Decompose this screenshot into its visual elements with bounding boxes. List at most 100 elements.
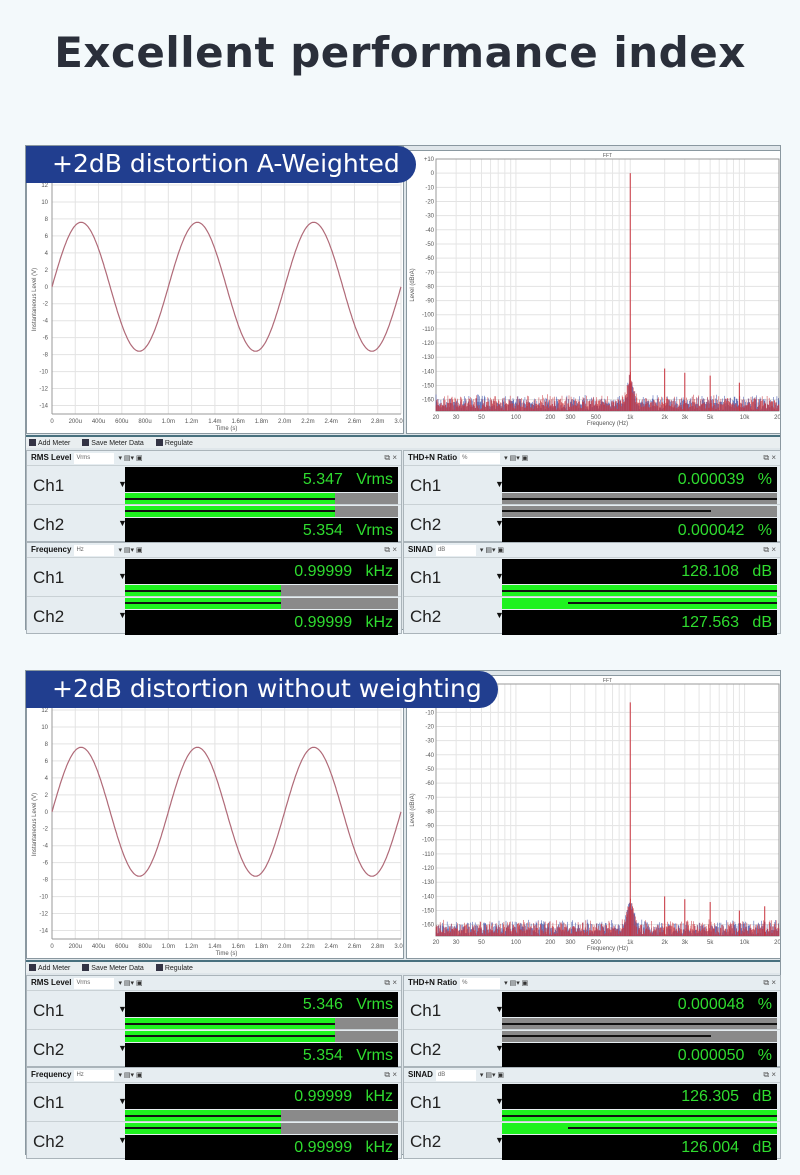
x-tick-label: 2.4m xyxy=(325,944,338,950)
channel-dropdown-icon[interactable]: ▼ xyxy=(118,610,127,620)
channel-dropdown-icon[interactable]: ▼ xyxy=(118,518,127,528)
unit-select[interactable]: % xyxy=(460,978,501,989)
channel-dropdown-icon[interactable]: ▼ xyxy=(495,1004,504,1014)
meter-toolbar: Add Meter Save Meter Data Regulate xyxy=(26,960,780,973)
meter-unit: % xyxy=(757,996,772,1013)
button-label: Save Meter Data xyxy=(91,440,144,447)
channel-dropdown-icon[interactable]: ▼ xyxy=(118,1096,127,1106)
meter-options-icon[interactable]: ▾ ▤▾ ▣ xyxy=(504,455,529,462)
y-tick-label: -4 xyxy=(43,844,49,850)
y-tick-label: 8 xyxy=(45,217,49,223)
measurement-panel: +2dB distortion without weighting 12 10 8 6 4… xyxy=(25,670,781,1160)
y-tick-label: -70 xyxy=(425,270,434,276)
channel-label: Ch1 xyxy=(410,1093,442,1112)
meter-options-icon[interactable]: ▾ ▤▾ ▣ xyxy=(479,547,505,554)
meter-options-icon[interactable]: ▾ ▤▾ ▣ xyxy=(118,1072,143,1079)
unit-select[interactable]: dB xyxy=(435,545,476,556)
detach-close-icon[interactable]: ⧉ × xyxy=(384,978,397,987)
channel-dropdown-icon[interactable]: ▼ xyxy=(118,479,127,489)
y-tick-label: 10 xyxy=(41,725,48,731)
channel-dropdown-icon[interactable]: ▼ xyxy=(495,1135,504,1145)
y-tick-label: 0 xyxy=(45,810,49,816)
detach-close-icon[interactable]: ⧉ × xyxy=(384,453,397,462)
channel-dropdown-icon[interactable]: ▼ xyxy=(118,1135,127,1145)
unit-select[interactable]: Vrms xyxy=(74,978,115,989)
channel-label: Ch1 xyxy=(410,568,442,587)
peak-hold-line xyxy=(502,590,777,592)
channel-row: Ch2 ▼ 127.563 dB xyxy=(404,596,780,635)
measurement-panel: +2dB distortion A-Weighted 12 10 8 6 4 2 0 -2 -4-… xyxy=(25,145,781,635)
waveform-line xyxy=(51,221,402,352)
y-tick-label: -140 xyxy=(422,369,435,375)
add-meter-button[interactable]: Add Meter xyxy=(29,964,76,972)
detach-close-icon[interactable]: ⧉ × xyxy=(384,545,397,554)
channel-dropdown-icon[interactable]: ▼ xyxy=(118,1004,127,1014)
add-meter-icon xyxy=(29,439,36,446)
meter-readout: 126.004 dB xyxy=(502,1135,777,1160)
unit-select[interactable]: Vrms xyxy=(74,453,115,464)
channel-dropdown-icon[interactable]: ▼ xyxy=(495,610,504,620)
unit-select[interactable]: Hz xyxy=(74,1070,115,1081)
meter-options-icon[interactable]: ▾ ▤▾ ▣ xyxy=(118,455,143,462)
level-bar xyxy=(125,1123,398,1134)
y-tick-label: -120 xyxy=(422,866,435,872)
peak-hold-line xyxy=(502,510,711,512)
meter-title: THD+N Ratio xyxy=(408,978,458,987)
save-meter-data-icon xyxy=(82,439,90,446)
regulate-button[interactable]: Regulate xyxy=(155,439,199,447)
meter-options-icon[interactable]: ▾ ▤▾ ▣ xyxy=(118,547,143,554)
channel-label: Ch1 xyxy=(410,476,442,495)
meter-unit: % xyxy=(757,471,772,488)
meter-options-icon[interactable]: ▾ ▤▾ ▣ xyxy=(118,980,143,987)
channel-dropdown-icon[interactable]: ▼ xyxy=(495,1043,504,1053)
add-meter-button[interactable]: Add Meter xyxy=(29,439,76,447)
meter-unit: % xyxy=(757,522,772,539)
regulate-button[interactable]: Regulate xyxy=(155,964,199,972)
detach-close-icon[interactable]: ⧉ × xyxy=(763,978,776,987)
save-meter-data-icon xyxy=(82,964,90,971)
unit-select[interactable]: % xyxy=(460,453,501,464)
channel-dropdown-icon[interactable]: ▼ xyxy=(118,1043,127,1053)
x-tick-label: 1.2m xyxy=(185,419,198,425)
channel-dropdown-icon[interactable]: ▼ xyxy=(118,571,127,581)
level-bar xyxy=(502,1018,777,1029)
meter-options-icon[interactable]: ▾ ▤▾ ▣ xyxy=(479,1072,505,1079)
save-meter-data-button[interactable]: Save Meter Data xyxy=(82,964,150,972)
meter-options-icon[interactable]: ▾ ▤▾ ▣ xyxy=(504,980,529,987)
unit-select[interactable]: Hz xyxy=(74,545,115,556)
detach-close-icon[interactable]: ⧉ × xyxy=(763,545,776,554)
channel-label: Ch2 xyxy=(33,515,65,534)
x-tick-label: 0 xyxy=(50,419,54,425)
channel-dropdown-icon[interactable]: ▼ xyxy=(495,1096,504,1106)
save-meter-data-button[interactable]: Save Meter Data xyxy=(82,439,150,447)
x-tick-label: 300 xyxy=(565,940,576,946)
meter-unit: dB xyxy=(752,1139,772,1156)
y-tick-label: -50 xyxy=(425,767,434,773)
button-label: Regulate xyxy=(164,440,193,447)
y-axis-label: Level (dBrA) xyxy=(410,793,416,826)
channel-dropdown-icon[interactable]: ▼ xyxy=(495,571,504,581)
meter-frequency: Frequency Hz ▾ ▤▾ ▣ ⧉ × Ch1 ▼ 0.99999 kHz Ch2 ▼ 0… xyxy=(26,1067,402,1160)
channel-row: Ch2 ▼ 0.000042 % xyxy=(404,504,780,543)
channel-dropdown-icon[interactable]: ▼ xyxy=(495,518,504,528)
x-tick-label: 20 xyxy=(433,415,440,421)
y-axis-label: Instantaneous Level (V) xyxy=(32,268,38,331)
x-tick-label: 2.6m xyxy=(348,944,361,950)
y-tick-label: -110 xyxy=(422,327,434,333)
channel-dropdown-icon[interactable]: ▼ xyxy=(495,479,504,489)
unit-select[interactable]: dB xyxy=(435,1070,476,1081)
meter-value: 126.305 xyxy=(681,1088,740,1105)
level-bar xyxy=(125,493,398,504)
channel-label: Ch2 xyxy=(410,1040,442,1059)
detach-close-icon[interactable]: ⧉ × xyxy=(763,453,776,462)
fft-series-ch2 xyxy=(435,372,780,411)
meter-value: 0.99999 xyxy=(294,1139,353,1156)
detach-close-icon[interactable]: ⧉ × xyxy=(763,1070,776,1079)
panel-banner: +2dB distortion A-Weighted xyxy=(26,146,416,183)
detach-close-icon[interactable]: ⧉ × xyxy=(384,1070,397,1079)
y-tick-label: -90 xyxy=(425,299,434,305)
x-tick-label: 2.0m xyxy=(278,944,291,950)
x-axis-label: Frequency (Hz) xyxy=(587,946,628,952)
regulate-icon xyxy=(155,439,163,446)
y-tick-label: -14 xyxy=(39,404,48,410)
